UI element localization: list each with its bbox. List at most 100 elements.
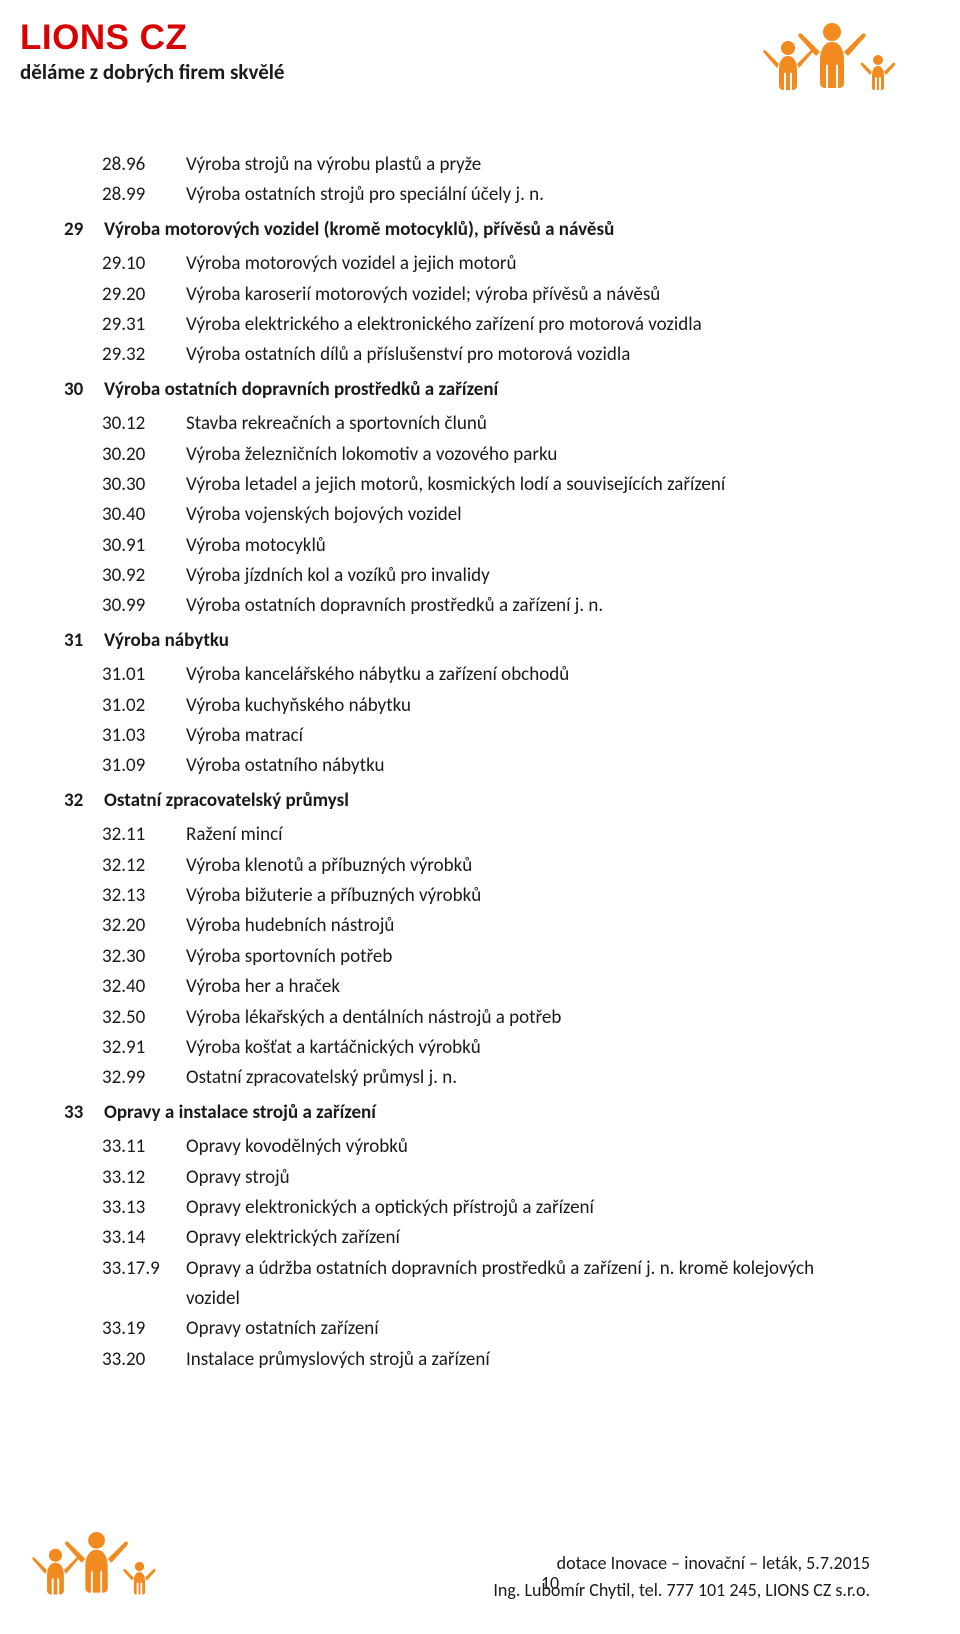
item-description: Opravy elektrických zařízení <box>186 1223 870 1253</box>
item-description: Výroba matrací <box>186 721 870 751</box>
item-code: 30.30 <box>102 470 186 500</box>
page-number-wrap: 10 <box>0 1572 960 1594</box>
item-code: 33.17.9 <box>102 1254 186 1315</box>
section-title: Výroba motorových vozidel (kromě motocyk… <box>104 215 870 245</box>
item-description: Instalace průmyslových strojů a zařízení <box>186 1345 870 1375</box>
section-code: 33 <box>64 1098 104 1128</box>
item-code: 30.92 <box>102 561 186 591</box>
section-heading: 29Výroba motorových vozidel (kromě motoc… <box>64 215 870 245</box>
brand-block: LIONS CZ děláme z dobrých firem skvělé <box>20 20 285 85</box>
list-item: 31.09Výroba ostatního nábytku <box>102 751 870 781</box>
section-title: Opravy a instalace strojů a zařízení <box>104 1098 870 1128</box>
item-description: Výroba železničních lokomotiv a vozového… <box>186 440 870 470</box>
item-code: 33.14 <box>102 1223 186 1253</box>
item-code: 29.10 <box>102 249 186 279</box>
list-item: 31.03Výroba matrací <box>102 721 870 751</box>
list-item: 30.99Výroba ostatních dopravních prostře… <box>102 591 870 621</box>
item-description: Výroba ostatních strojů pro speciální úč… <box>186 180 870 210</box>
list-item: 32.20Výroba hudebních nástrojů <box>102 911 870 941</box>
list-item: 29.20Výroba karoserií motorových vozidel… <box>102 280 870 310</box>
item-code: 32.12 <box>102 851 186 881</box>
list-item: 30.40Výroba vojenských bojových vozidel <box>102 500 870 530</box>
item-code: 32.99 <box>102 1063 186 1093</box>
item-description: Výroba lékařských a dentálních nástrojů … <box>186 1003 870 1033</box>
section-code: 30 <box>64 375 104 405</box>
item-description: Výroba sportovních potřeb <box>186 942 870 972</box>
section-title: Výroba ostatních dopravních prostředků a… <box>104 375 870 405</box>
list-item: 32.30Výroba sportovních potřeb <box>102 942 870 972</box>
section-code: 32 <box>64 786 104 816</box>
item-code: 32.13 <box>102 881 186 911</box>
list-item: 32.40Výroba her a hraček <box>102 972 870 1002</box>
item-code: 28.96 <box>102 150 186 180</box>
page-number: 10 <box>541 1572 559 1594</box>
item-code: 31.03 <box>102 721 186 751</box>
list-item: 29.31Výroba elektrického a elektronickéh… <box>102 310 870 340</box>
item-code: 30.20 <box>102 440 186 470</box>
item-code: 30.40 <box>102 500 186 530</box>
item-code: 31.01 <box>102 660 186 690</box>
item-code: 33.20 <box>102 1345 186 1375</box>
item-description: Výroba motorových vozidel a jejich motor… <box>186 249 870 279</box>
item-description: Výroba hudebních nástrojů <box>186 911 870 941</box>
list-item: 28.96Výroba strojů na výrobu plastů a pr… <box>102 150 870 180</box>
people-logo-icon <box>750 20 900 100</box>
item-code: 28.99 <box>102 180 186 210</box>
item-description: Stavba rekreačních a sportovních člunů <box>186 409 870 439</box>
item-description: Výroba košťat a kartáčnických výrobků <box>186 1033 870 1063</box>
list-item: 32.50Výroba lékařských a dentálních nást… <box>102 1003 870 1033</box>
item-description: Výroba vojenských bojových vozidel <box>186 500 870 530</box>
section-heading: 32Ostatní zpracovatelský průmysl <box>64 786 870 816</box>
item-description: Opravy strojů <box>186 1163 870 1193</box>
item-description: Výroba kancelářského nábytku a zařízení … <box>186 660 870 690</box>
section-code: 31 <box>64 626 104 656</box>
section-heading: 33Opravy a instalace strojů a zařízení <box>64 1098 870 1128</box>
item-description: Opravy a údržba ostatních dopravních pro… <box>186 1254 870 1315</box>
item-description: Výroba ostatního nábytku <box>186 751 870 781</box>
list-item: 33.12Opravy strojů <box>102 1163 870 1193</box>
list-item: 33.19Opravy ostatních zařízení <box>102 1314 870 1344</box>
item-description: Ražení mincí <box>186 820 870 850</box>
section-code: 29 <box>64 215 104 245</box>
list-item: 31.02Výroba kuchyňského nábytku <box>102 691 870 721</box>
section-heading: 31Výroba nábytku <box>64 626 870 656</box>
list-item: 32.11Ražení mincí <box>102 820 870 850</box>
list-item: 29.10Výroba motorových vozidel a jejich … <box>102 249 870 279</box>
item-code: 33.11 <box>102 1132 186 1162</box>
item-code: 29.31 <box>102 310 186 340</box>
item-description: Výroba jízdních kol a vozíků pro invalid… <box>186 561 870 591</box>
item-code: 32.11 <box>102 820 186 850</box>
list-item: 33.14Opravy elektrických zařízení <box>102 1223 870 1253</box>
item-description: Opravy kovodělných výrobků <box>186 1132 870 1162</box>
list-item: 33.17.9Opravy a údržba ostatních dopravn… <box>102 1254 870 1315</box>
item-code: 30.91 <box>102 531 186 561</box>
brand-tagline: děláme z dobrých firem skvělé <box>20 59 285 85</box>
item-description: Výroba ostatních dopravních prostředků a… <box>186 591 870 621</box>
item-code: 32.20 <box>102 911 186 941</box>
brand-name: LIONS CZ <box>20 20 285 55</box>
list-item: 32.12Výroba klenotů a příbuzných výrobků <box>102 851 870 881</box>
section-title: Výroba nábytku <box>104 626 870 656</box>
item-description: Výroba letadel a jejich motorů, kosmický… <box>186 470 870 500</box>
list-item: 28.99Výroba ostatních strojů pro speciál… <box>102 180 870 210</box>
list-item: 32.99Ostatní zpracovatelský průmysl j. n… <box>102 1063 870 1093</box>
section-heading: 30Výroba ostatních dopravních prostředků… <box>64 375 870 405</box>
item-description: Výroba karoserií motorových vozidel; výr… <box>186 280 870 310</box>
item-code: 29.32 <box>102 340 186 370</box>
list-item: 33.13Opravy elektronických a optických p… <box>102 1193 870 1223</box>
item-code: 29.20 <box>102 280 186 310</box>
item-code: 33.13 <box>102 1193 186 1223</box>
section-title: Ostatní zpracovatelský průmysl <box>104 786 870 816</box>
header: LIONS CZ děláme z dobrých firem skvělé <box>20 20 900 100</box>
item-description: Výroba motocyklů <box>186 531 870 561</box>
document-page: LIONS CZ děláme z dobrých firem skvělé <box>0 0 960 1634</box>
item-code: 31.02 <box>102 691 186 721</box>
list-item: 30.92Výroba jízdních kol a vozíků pro in… <box>102 561 870 591</box>
item-description: Výroba her a hraček <box>186 972 870 1002</box>
item-description: Výroba elektrického a elektronického zař… <box>186 310 870 340</box>
list-item: 29.32Výroba ostatních dílů a příslušenst… <box>102 340 870 370</box>
item-description: Výroba strojů na výrobu plastů a pryže <box>186 150 870 180</box>
item-code: 32.30 <box>102 942 186 972</box>
item-code: 31.09 <box>102 751 186 781</box>
list-item: 33.20Instalace průmyslových strojů a zař… <box>102 1345 870 1375</box>
